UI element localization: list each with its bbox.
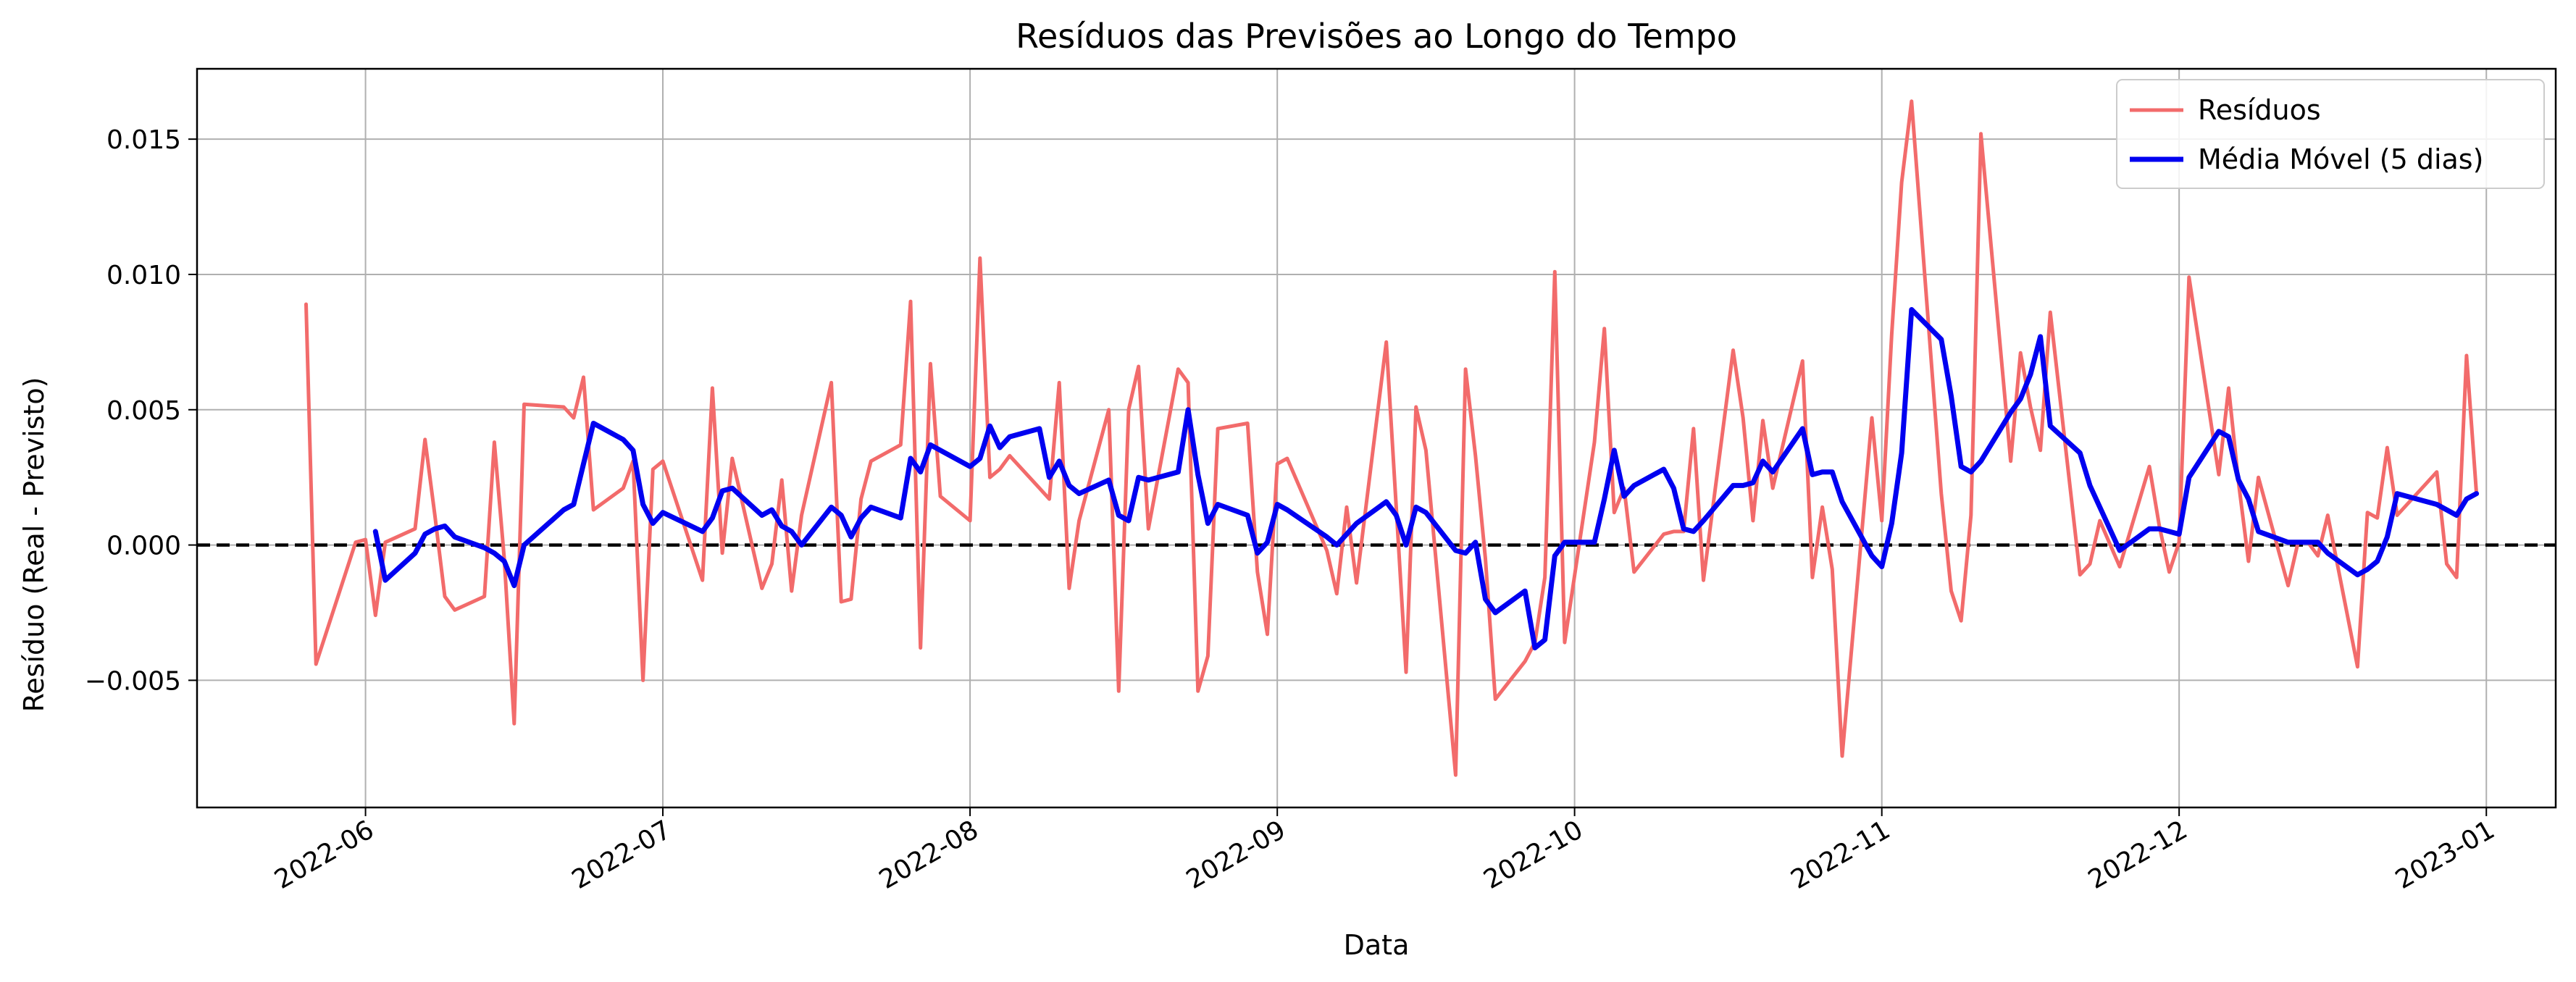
y-tick-label: 0.005 xyxy=(106,396,181,426)
x-axis-title: Data xyxy=(1344,929,1410,961)
series-group xyxy=(304,99,2480,777)
moving-average-series-line xyxy=(372,307,2480,651)
residuals-series-line xyxy=(304,99,2479,777)
y-axis-title: Resíduo (Real - Previsto) xyxy=(18,377,50,713)
y-tick-label: −0.005 xyxy=(85,666,181,696)
plot-frame xyxy=(196,67,2557,809)
legend: Resíduos Média Móvel (5 dias) xyxy=(2116,79,2545,189)
chart-title: Resíduos das Previsões ao Longo do Tempo xyxy=(1016,17,1737,56)
legend-label: Resíduos xyxy=(2198,94,2321,126)
y-tick-label: 0.000 xyxy=(106,532,181,561)
legend-label: Média Móvel (5 dias) xyxy=(2198,143,2483,175)
y-tick-label: 0.010 xyxy=(106,261,181,290)
y-tick-label: 0.015 xyxy=(106,125,181,155)
y-axis: −0.005 0.000 0.005 0.010 0.015 xyxy=(85,125,197,696)
legend-box xyxy=(2116,79,2545,189)
